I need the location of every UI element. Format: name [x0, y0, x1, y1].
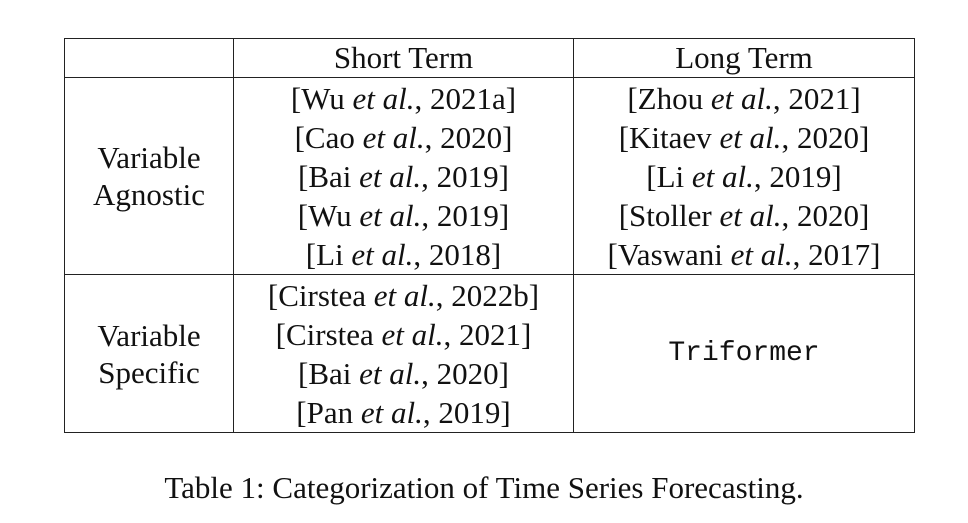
citation: [Bai et al., 2020]	[298, 355, 509, 391]
header-long-term: Long Term	[573, 38, 915, 78]
citation: [Zhou et al., 2021]	[627, 80, 861, 116]
cell-specific-short-term: [Cirstea et al., 2022b] [Cirstea et al.,…	[233, 274, 574, 433]
row-label-line: Variable	[97, 140, 201, 175]
citation-list: [Wu et al., 2021a] [Cao et al., 2020] [B…	[234, 79, 573, 274]
categorization-table: Short Term Long Term Variable Agnostic […	[64, 38, 915, 433]
citation: [Wu et al., 2021a]	[290, 80, 517, 116]
citation: [Li et al., 2019]	[646, 158, 842, 194]
triformer-label: Triformer	[668, 338, 820, 369]
citation-list: [Zhou et al., 2021] [Kitaev et al., 2020…	[574, 79, 914, 274]
categorization-table-container: Short Term Long Term Variable Agnostic […	[64, 38, 915, 433]
table-row-variable-specific: Variable Specific [Cirstea et al., 2022b…	[64, 274, 915, 433]
table-header-row: Short Term Long Term	[64, 38, 915, 78]
citation: [Vaswani et al., 2017]	[607, 236, 881, 272]
row-label-variable-specific: Variable Specific	[64, 274, 234, 433]
table-caption: Table 1: Categorization of Time Series F…	[164, 470, 804, 505]
row-label-line: Agnostic	[93, 177, 205, 212]
citation-list: [Cirstea et al., 2022b] [Cirstea et al.,…	[234, 276, 573, 432]
citation: [Cirstea et al., 2022b]	[267, 277, 540, 313]
cell-agnostic-long-term: [Zhou et al., 2021] [Kitaev et al., 2020…	[573, 77, 915, 275]
row-label-line: Variable	[97, 317, 201, 353]
citation: [Cao et al., 2020]	[294, 119, 513, 155]
citation: [Wu et al., 2019]	[297, 197, 510, 233]
cell-agnostic-short-term: [Wu et al., 2021a] [Cao et al., 2020] [B…	[233, 77, 574, 275]
header-corner-cell	[64, 38, 234, 78]
row-label-line: Specific	[98, 354, 200, 390]
citation: [Stoller et al., 2020]	[618, 197, 870, 233]
row-label-variable-agnostic: Variable Agnostic	[64, 77, 234, 275]
citation: [Cirstea et al., 2021]	[275, 316, 532, 352]
cell-specific-long-term: Triformer	[573, 274, 915, 433]
header-short-term: Short Term	[233, 38, 574, 78]
citation: [Bai et al., 2019]	[298, 158, 509, 194]
citation: [Kitaev et al., 2020]	[618, 119, 870, 155]
table-row-variable-agnostic: Variable Agnostic [Wu et al., 2021a] [Ca…	[64, 77, 915, 275]
citation: [Li et al., 2018]	[305, 236, 502, 272]
citation: [Pan et al., 2019]	[296, 394, 511, 430]
